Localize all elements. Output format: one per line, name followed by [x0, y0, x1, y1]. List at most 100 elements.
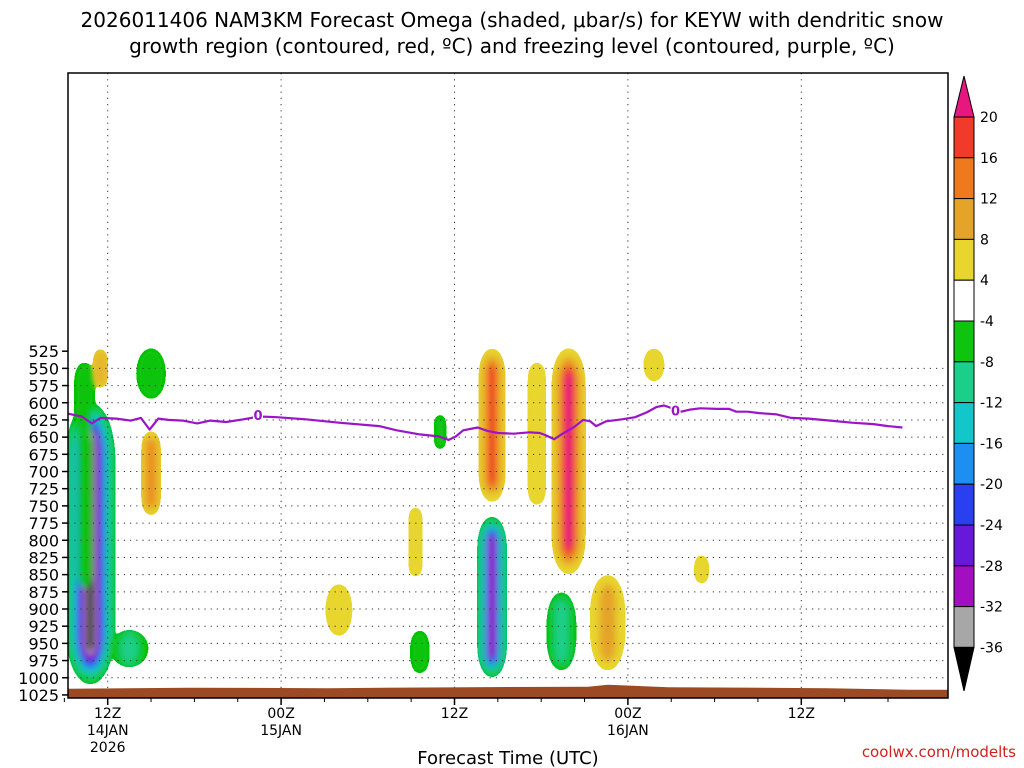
colorbar-label: -28 [980, 559, 1003, 575]
omega-contour [697, 557, 706, 582]
omega-contour [489, 536, 495, 658]
omega-contour [599, 583, 616, 662]
freezing-level-label: 0 [253, 409, 262, 424]
terrain-band [68, 684, 948, 698]
grid [68, 73, 948, 698]
omega-feature [697, 557, 706, 582]
colorbar-label: -8 [980, 355, 994, 371]
x-tick-label: 00Z [614, 706, 641, 722]
y-tick-label: 525 [28, 342, 59, 361]
omega-feature [144, 433, 158, 513]
y-tick-label: 650 [28, 428, 59, 447]
y-tick-label: 900 [28, 600, 59, 619]
y-tick-label: 975 [28, 652, 59, 671]
colorbar-bin [953, 361, 975, 404]
colorbar-bin [953, 524, 975, 567]
omega-contour [97, 353, 103, 384]
omega-feature [554, 351, 583, 572]
omega-contour [411, 509, 420, 575]
x-tick-year: 2026 [90, 740, 126, 756]
y-tick-label: 675 [28, 445, 59, 464]
y-axis: 5255505756006256506757007257507758008258… [18, 342, 68, 705]
colorbar-label: 12 [980, 192, 998, 208]
freezing-label-bg [252, 408, 263, 422]
omega-feature [480, 519, 504, 675]
y-tick-label: 850 [28, 566, 59, 585]
colorbar-bin [953, 442, 975, 485]
omega-contour [488, 365, 496, 486]
omega-feature [437, 416, 443, 448]
y-tick-label: 875 [28, 583, 59, 602]
colorbar-label: -12 [980, 396, 1003, 412]
colorbar-label: -20 [980, 477, 1003, 493]
colorbar-bin [953, 402, 975, 444]
y-tick-label: 950 [28, 634, 59, 653]
omega-contour [77, 364, 92, 589]
y-tick-label: 575 [28, 377, 59, 396]
omega-feature [413, 633, 427, 671]
freezing-level-line [68, 404, 903, 441]
omega-feature [481, 351, 503, 499]
omega-contour [413, 633, 427, 671]
colorbar-bin [953, 116, 975, 159]
chart-title-line-2: growth region (contoured, red, ºC) and f… [129, 34, 895, 58]
colorbar-label: 8 [980, 232, 989, 248]
colorbar-bin [953, 320, 975, 363]
y-tick-label: 800 [28, 531, 59, 550]
terrain [68, 684, 948, 698]
omega-contour [554, 599, 569, 663]
colorbar-bin [953, 279, 975, 322]
omega-contour [646, 351, 662, 379]
colorbar-label: -24 [980, 518, 1003, 534]
omega-contour [328, 587, 350, 634]
omega-feature [139, 351, 163, 396]
omega-feature [549, 595, 573, 668]
colorbar-label: -4 [980, 314, 994, 330]
plot-background [68, 73, 948, 698]
freezing-label-bg [670, 403, 681, 417]
colorbar-label: 4 [980, 273, 989, 289]
y-tick-label: 1025 [18, 686, 59, 705]
credit-text: coolwx.com/modelts [862, 743, 1016, 761]
x-axis-label: Forecast Time (UTC) [417, 748, 598, 768]
colorbar-arrow-bottom [953, 646, 975, 692]
y-tick-label: 600 [28, 394, 59, 413]
chart-title-line-1: 2026011406 NAM3KM Forecast Omega (shaded… [81, 8, 944, 32]
colorbar-bin [953, 565, 975, 608]
x-tick-label: 12Z [441, 706, 468, 722]
x-tick-label: 12Z [788, 706, 815, 722]
omega-feature [646, 351, 662, 379]
omega-contour [437, 416, 443, 448]
colorbar-label: -16 [980, 436, 1003, 452]
omega-feature [411, 509, 420, 575]
y-tick-label: 825 [28, 548, 59, 567]
colorbar-bin [953, 483, 975, 526]
y-tick-label: 750 [28, 497, 59, 516]
y-tick-label: 550 [28, 359, 59, 378]
colorbar-bin [953, 606, 975, 648]
colorbar-label: 20 [980, 110, 998, 126]
colorbar-label: -32 [980, 600, 1003, 616]
omega-feature [96, 351, 105, 386]
omega-contour [565, 373, 573, 550]
y-tick-label: 925 [28, 617, 59, 636]
omega-feature [113, 633, 146, 664]
colorbar-label: -36 [980, 640, 1003, 656]
y-tick-label: 1000 [18, 669, 59, 688]
omega-contour [148, 440, 154, 507]
colorbar-bin [953, 238, 975, 281]
omega-contour [120, 634, 139, 663]
omega-contour [139, 351, 163, 396]
x-tick-label: 12Z [94, 706, 121, 722]
y-tick-label: 700 [28, 463, 59, 482]
colorbar-arrow-top [953, 75, 975, 118]
x-tick-date: 16JAN [607, 723, 649, 739]
colorbar-bin [953, 198, 975, 240]
omega-feature [328, 587, 350, 634]
y-tick-label: 775 [28, 514, 59, 533]
x-tick-date: 15JAN [260, 723, 302, 739]
